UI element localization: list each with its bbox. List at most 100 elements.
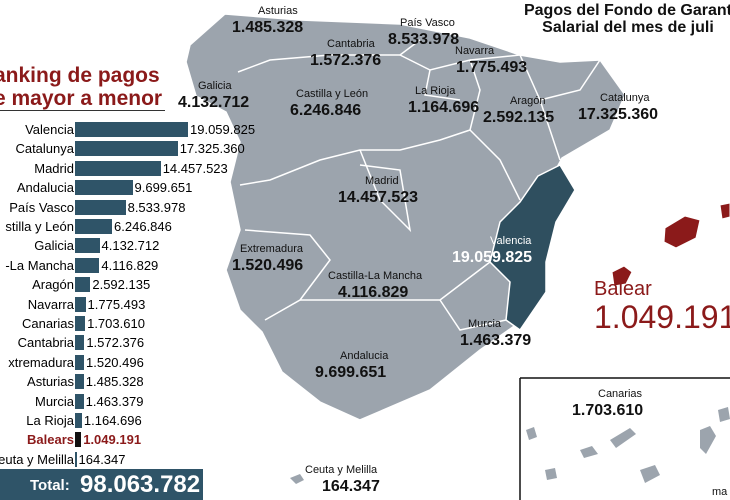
region-name: Murcia [468, 318, 502, 330]
canarias-frame [519, 377, 730, 500]
bar-row: Valencia 19.059.825 [0, 120, 255, 139]
region-name: Valencia [490, 235, 532, 247]
bar [75, 316, 86, 331]
region-value: 8.533.978 [388, 31, 460, 48]
region-name: Canarias [598, 388, 643, 400]
region-name: Galicia [198, 80, 232, 92]
bar [75, 374, 84, 390]
region-value: 17.325.360 [578, 106, 659, 123]
ranking-title: anking de pagos e mayor a menor [0, 64, 163, 110]
bar-label: Galicia [34, 238, 74, 254]
bar-row: stilla y León 6.246.846 [0, 217, 240, 236]
bar [75, 257, 100, 273]
bar-label: -La Mancha [5, 257, 74, 273]
bar [75, 335, 85, 351]
bar-label: Balears [27, 432, 74, 448]
bar-row: Andalucia 9.699.651 [0, 178, 240, 197]
region-value: 4.132.712 [178, 94, 250, 111]
bar-value-label: 17.325.360 [179, 141, 245, 157]
bar-label: xtremadura [8, 354, 74, 370]
total-box: Total: 98.063.782 [0, 469, 203, 500]
region-name: Navarra [455, 45, 495, 57]
baleares-islands [611, 202, 730, 287]
bar-label: euta y Melilla [0, 451, 74, 467]
bar [75, 393, 84, 409]
bar-value-label: 8.533.978 [127, 199, 186, 215]
bar-label: La Rioja [26, 413, 74, 428]
bar-value-label: 1.049.191 [83, 432, 142, 448]
bar-row: -La Mancha 4.116.829 [0, 256, 240, 275]
bar-value-label: 2.592.135 [92, 277, 151, 293]
bar-value-label: 14.457.523 [162, 160, 228, 176]
bar-label: Navarra [27, 296, 74, 312]
canarias-islands [526, 407, 730, 483]
region-value: 1.572.376 [310, 52, 382, 69]
bar [75, 180, 133, 196]
bar-label: Madrid [34, 160, 74, 176]
region-name: Ceuta y Melilla [305, 464, 378, 476]
region-value: 4.116.829 [338, 284, 409, 301]
region-borders [237, 39, 601, 331]
region-value: 9.699.651 [315, 364, 387, 381]
ceuta-melilla-shape [290, 474, 304, 484]
bar-value-label: 4.116.829 [101, 257, 159, 273]
region-name: Castilla y León [296, 88, 369, 100]
bar-value-label: 1.485.328 [85, 374, 144, 390]
ranking-divider [0, 110, 165, 111]
region-name: La Rioja [415, 85, 456, 97]
bar-value-label: 1.463.379 [85, 393, 144, 409]
bar-label: Catalunya [15, 141, 74, 157]
bar-value-label: 1.775.493 [87, 296, 146, 312]
bar-row: Galicia 4.132.712 [0, 236, 240, 255]
bar-row: xtremadura 1.520.496 [0, 353, 240, 372]
bar-row: euta y Melilla 164.347 [0, 450, 240, 469]
bar-row: Asturias 1.485.328 [0, 372, 240, 391]
bar-label: Murcia [34, 393, 74, 409]
region-value: 164.347 [322, 478, 380, 495]
baleares-label: Balear 1.049.191 [594, 278, 730, 335]
bar-row: Canarias 1.703.610 [0, 314, 240, 333]
bar-label: Asturias [27, 374, 74, 390]
bar-label: País Vasco [9, 199, 74, 215]
bar-row: La Rioja 1.164.696 [0, 411, 240, 430]
main-title: Pagos del Fondo de Garant Salarial del me… [523, 2, 730, 36]
region-name: Aragón [510, 95, 546, 107]
region-name: Madrid [365, 175, 399, 187]
bar-value-label: 6.246.846 [114, 219, 172, 234]
bar-label: Aragón [32, 277, 74, 293]
region-value: 1.520.496 [232, 257, 304, 274]
region-name: Castilla-La Mancha [328, 270, 423, 282]
bar-row: Navarra 1.775.493 [0, 295, 240, 314]
bar [75, 122, 188, 137]
region-value: 19.059.825 [452, 249, 533, 266]
bar [75, 432, 82, 448]
bar-value-label: 164.347 [78, 451, 126, 467]
region-name: Andalucia [340, 350, 389, 362]
bar-label: Canarias [21, 316, 74, 331]
bar-row: Cantabria 1.572.376 [0, 333, 240, 352]
bar-row: País Vasco 8.533.978 [0, 198, 240, 217]
bar-value-label: 1.164.696 [83, 413, 142, 428]
bar-row: Catalunya 17.325.360 [0, 139, 245, 158]
bar [75, 141, 178, 157]
region-shape-valencia [489, 164, 576, 332]
region-value: 1.164.696 [408, 99, 480, 116]
region-name: Catalunya [600, 92, 650, 104]
region-name: Asturias [258, 5, 298, 17]
region-name: Extremadura [240, 243, 303, 255]
bar [75, 354, 84, 370]
region-name: País Vasco [400, 17, 455, 29]
bar-value-label: 1.572.376 [86, 335, 145, 351]
bar-value-label: 1.520.496 [86, 354, 144, 370]
region-value: 1.485.328 [232, 19, 304, 36]
bar [75, 296, 86, 312]
region-value: 2.592.135 [483, 109, 555, 126]
bar [75, 160, 161, 176]
bar [75, 451, 77, 467]
bar-value-label: 19.059.825 [190, 122, 256, 137]
bar [75, 277, 91, 293]
bar-row: Madrid 14.457.523 [0, 159, 240, 178]
region-value: 1.463.379 [460, 332, 532, 349]
bar-value-label: 9.699.651 [134, 180, 193, 196]
